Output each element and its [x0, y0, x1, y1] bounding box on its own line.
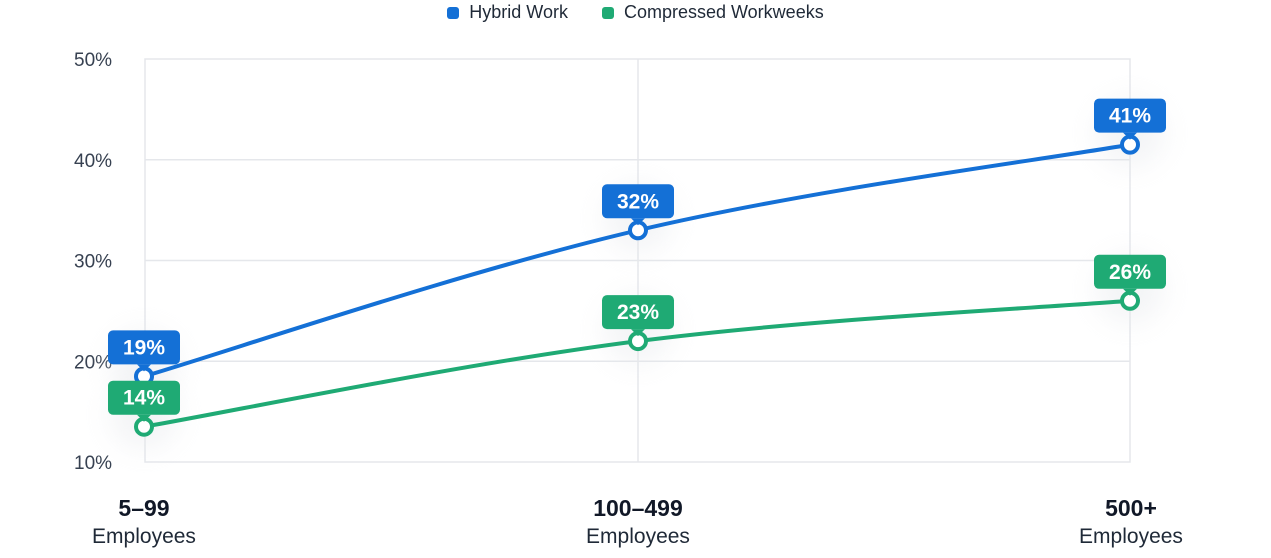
data-label-badge-compressed-workweeks	[1094, 254, 1166, 289]
x-category-5-99: 5–99 Employees	[44, 494, 244, 552]
legend-item-hybrid-work[interactable]: Hybrid Work	[447, 2, 568, 23]
x-category-range: 5–99	[118, 495, 170, 521]
x-category-range: 100–499	[593, 495, 683, 521]
legend-swatch-hybrid-work	[447, 6, 460, 19]
data-label-pointer	[631, 329, 645, 337]
data-label-compressed-workweeks: 14%	[123, 387, 165, 410]
data-label-pointer	[631, 218, 645, 226]
y-tick-label: 40%	[74, 151, 112, 172]
data-label-pointer	[137, 414, 151, 422]
data-label-badge-compressed-workweeks	[108, 380, 180, 415]
data-label-compressed-workweeks: 23%	[617, 301, 659, 324]
data-label-hybrid-work: 41%	[1109, 105, 1151, 128]
x-category-unit: Employees	[1079, 525, 1183, 548]
data-label-hybrid-work: 32%	[617, 190, 659, 213]
x-category-unit: Employees	[92, 525, 196, 548]
x-category-100-499: 100–499 Employees	[538, 494, 738, 552]
data-label-pointer	[1123, 288, 1137, 296]
data-label-pointer	[137, 364, 151, 372]
y-tick-label: 50%	[74, 50, 112, 71]
legend-label-hybrid-work: Hybrid Work	[469, 2, 568, 22]
data-label-hybrid-work: 19%	[123, 336, 165, 359]
data-label-badge-compressed-workweeks	[602, 295, 674, 330]
data-label-badge-hybrid-work	[1094, 98, 1166, 133]
x-category-range: 500+	[1105, 495, 1157, 521]
data-label-pointer	[1123, 132, 1137, 140]
y-tick-label: 10%	[74, 453, 112, 474]
data-label-badge-hybrid-work	[108, 330, 180, 365]
x-category-unit: Employees	[586, 525, 690, 548]
chart-legend: Hybrid Work Compressed Workweeks	[0, 2, 1271, 23]
legend-swatch-compressed-workweeks	[601, 6, 614, 19]
data-label-compressed-workweeks: 26%	[1109, 261, 1151, 284]
y-tick-label: 30%	[74, 252, 112, 273]
y-tick-label: 20%	[74, 352, 112, 373]
legend-label-compressed-workweeks: Compressed Workweeks	[623, 2, 824, 22]
x-category-500-plus: 500+ Employees	[1031, 494, 1231, 552]
data-label-badge-hybrid-work	[602, 184, 674, 219]
legend-item-compressed-workweeks[interactable]: Compressed Workweeks	[601, 2, 824, 23]
